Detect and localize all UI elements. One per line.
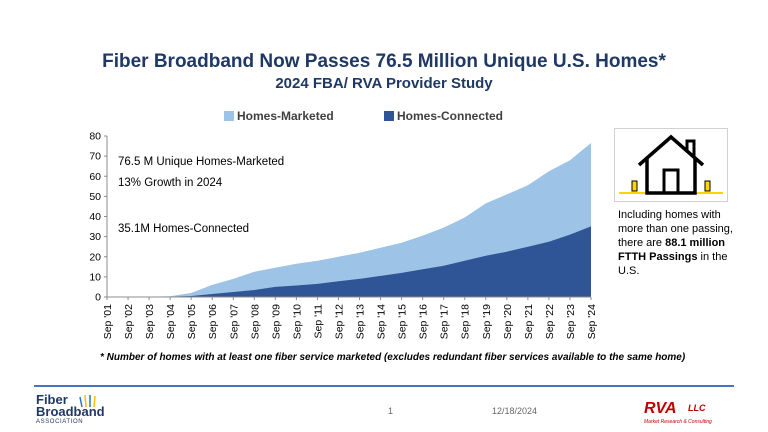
x-tick-label: Sep '22 xyxy=(544,304,556,339)
series-area-homes-connected xyxy=(107,226,591,297)
legend-label-homes-connected: Homes-Connected xyxy=(397,109,503,123)
x-tick-label: Sep '23 xyxy=(565,304,577,339)
series-area-homes-marketed xyxy=(107,143,591,297)
fiber-rays-icon xyxy=(79,394,96,408)
annotation-growth: 13% Growth in 2024 xyxy=(118,177,223,189)
y-tick-label: 10 xyxy=(89,271,101,283)
x-tick-label: Sep '07 xyxy=(228,304,240,339)
house-panel xyxy=(614,128,728,202)
fba-logo-line2: Broadband xyxy=(36,404,105,419)
x-tick-label: Sep '17 xyxy=(439,304,451,339)
house-icon xyxy=(619,134,723,195)
y-tick-label: 70 xyxy=(89,151,101,163)
x-tick-label: Sep '09 xyxy=(270,304,282,339)
fba-logo-line1: Fiber xyxy=(36,392,68,407)
x-tick-label: Sep '13 xyxy=(355,304,367,339)
footnote: * Number of homes with at least one fibe… xyxy=(100,352,686,363)
legend-swatch-homes-marketed xyxy=(224,111,234,121)
rva-logo-llc: LLC xyxy=(688,403,706,413)
side-note: Including homes with more than one passi… xyxy=(618,208,738,278)
y-tick-label: 40 xyxy=(89,211,101,223)
x-tick-label: Sep '14 xyxy=(376,304,388,339)
x-tick-label: Sep '06 xyxy=(207,304,219,339)
page-subtitle: 2024 FBA/ RVA Provider Study xyxy=(275,75,493,92)
x-tick-label: Sep '16 xyxy=(418,304,430,339)
x-tick-label: Sep '02 xyxy=(123,304,135,339)
x-tick-label: Sep '21 xyxy=(523,304,535,339)
x-tick-label: Sep '03 xyxy=(144,304,156,339)
legend-swatch-homes-connected xyxy=(384,111,394,121)
x-tick-label: Sep '01 xyxy=(102,304,114,339)
y-tick-label: 20 xyxy=(89,251,101,263)
legend-label-homes-marketed: Homes-Marketed xyxy=(237,109,334,123)
x-tick-label: Sep '24 xyxy=(586,304,598,339)
x-tick-label: Sep '12 xyxy=(333,304,345,339)
page-title: Fiber Broadband Now Passes 76.5 Million … xyxy=(102,51,666,72)
rva-logo-main: RVA xyxy=(644,400,677,417)
side-note-lead: Including homes with more than one passi… xyxy=(618,209,733,249)
y-tick-label: 50 xyxy=(89,191,101,203)
footer-divider xyxy=(34,385,734,387)
x-tick-label: Sep '10 xyxy=(291,304,303,339)
y-tick-label: 0 xyxy=(95,292,101,304)
fba-logo-line3: ASSOCIATION xyxy=(36,419,84,425)
annotation-connected-total: 35.1M Homes-Connected xyxy=(118,223,250,235)
rva-logo: RVA LLC Market Research & Consulting xyxy=(644,400,734,428)
x-tick-label: Sep '15 xyxy=(397,304,409,339)
x-tick-label: Sep '04 xyxy=(165,304,177,339)
page-number: 1 xyxy=(388,406,394,416)
x-tick-label: Sep '11 xyxy=(312,304,324,339)
y-tick-label: 30 xyxy=(89,231,101,243)
rva-logo-tagline: Market Research & Consulting xyxy=(644,419,712,425)
y-tick-label: 80 xyxy=(89,131,101,143)
y-tick-label: 60 xyxy=(89,171,101,183)
x-tick-label: Sep '05 xyxy=(186,304,198,339)
side-note-bold: 88.1 million FTTH Passings xyxy=(618,237,726,263)
fba-logo: Fiber Broadband ASSOCIATION xyxy=(36,392,116,428)
x-tick-label: Sep '08 xyxy=(249,304,261,339)
footer-date: 12/18/2024 xyxy=(492,406,538,416)
x-tick-label: Sep '20 xyxy=(502,304,514,339)
annotation-marketed-total: 76.5 M Unique Homes-Marketed xyxy=(118,156,285,168)
side-note-tail: in the U.S. xyxy=(618,251,728,277)
x-tick-label: Sep '18 xyxy=(460,304,472,339)
x-tick-label: Sep '19 xyxy=(481,304,493,339)
